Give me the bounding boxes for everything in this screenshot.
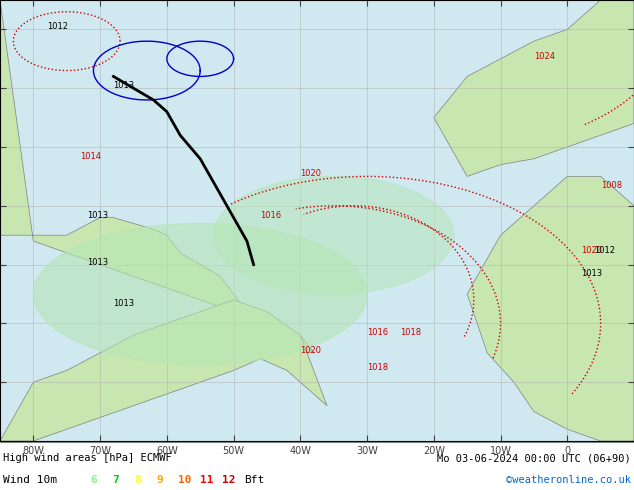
Text: 8: 8 bbox=[134, 475, 141, 485]
Text: 1013: 1013 bbox=[87, 258, 108, 267]
Text: 1018: 1018 bbox=[367, 364, 388, 372]
Text: 1014: 1014 bbox=[80, 152, 101, 161]
Text: Mo 03-06-2024 00:00 UTC (06+90): Mo 03-06-2024 00:00 UTC (06+90) bbox=[437, 453, 631, 463]
Text: Bft: Bft bbox=[244, 475, 264, 485]
Text: 1013: 1013 bbox=[581, 270, 602, 278]
Text: 9: 9 bbox=[156, 475, 163, 485]
Text: 1018: 1018 bbox=[401, 328, 422, 337]
Text: 6: 6 bbox=[90, 475, 97, 485]
Text: 1016: 1016 bbox=[261, 211, 281, 220]
Text: 1024: 1024 bbox=[534, 52, 555, 61]
Text: High wind areas [hPa] ECMWF: High wind areas [hPa] ECMWF bbox=[3, 453, 172, 463]
Text: 1020: 1020 bbox=[301, 346, 321, 355]
Text: 1012: 1012 bbox=[594, 246, 615, 255]
Text: 12: 12 bbox=[222, 475, 235, 485]
Text: 1013: 1013 bbox=[87, 211, 108, 220]
Text: 10: 10 bbox=[178, 475, 191, 485]
Polygon shape bbox=[467, 176, 634, 441]
Polygon shape bbox=[0, 0, 314, 353]
Polygon shape bbox=[34, 223, 367, 365]
Polygon shape bbox=[0, 300, 327, 441]
Text: 1013: 1013 bbox=[113, 299, 134, 308]
Polygon shape bbox=[214, 176, 454, 294]
Text: ©weatheronline.co.uk: ©weatheronline.co.uk bbox=[506, 475, 631, 485]
Text: 7: 7 bbox=[112, 475, 119, 485]
Text: 1020: 1020 bbox=[581, 246, 602, 255]
Text: 1020: 1020 bbox=[301, 170, 321, 178]
Text: 1012: 1012 bbox=[47, 23, 68, 31]
Text: Wind 10m: Wind 10m bbox=[3, 475, 57, 485]
Text: 1013: 1013 bbox=[113, 81, 134, 90]
Text: 1008: 1008 bbox=[600, 181, 622, 190]
Text: 11: 11 bbox=[200, 475, 214, 485]
Text: 1016: 1016 bbox=[367, 328, 388, 337]
Polygon shape bbox=[434, 0, 634, 176]
